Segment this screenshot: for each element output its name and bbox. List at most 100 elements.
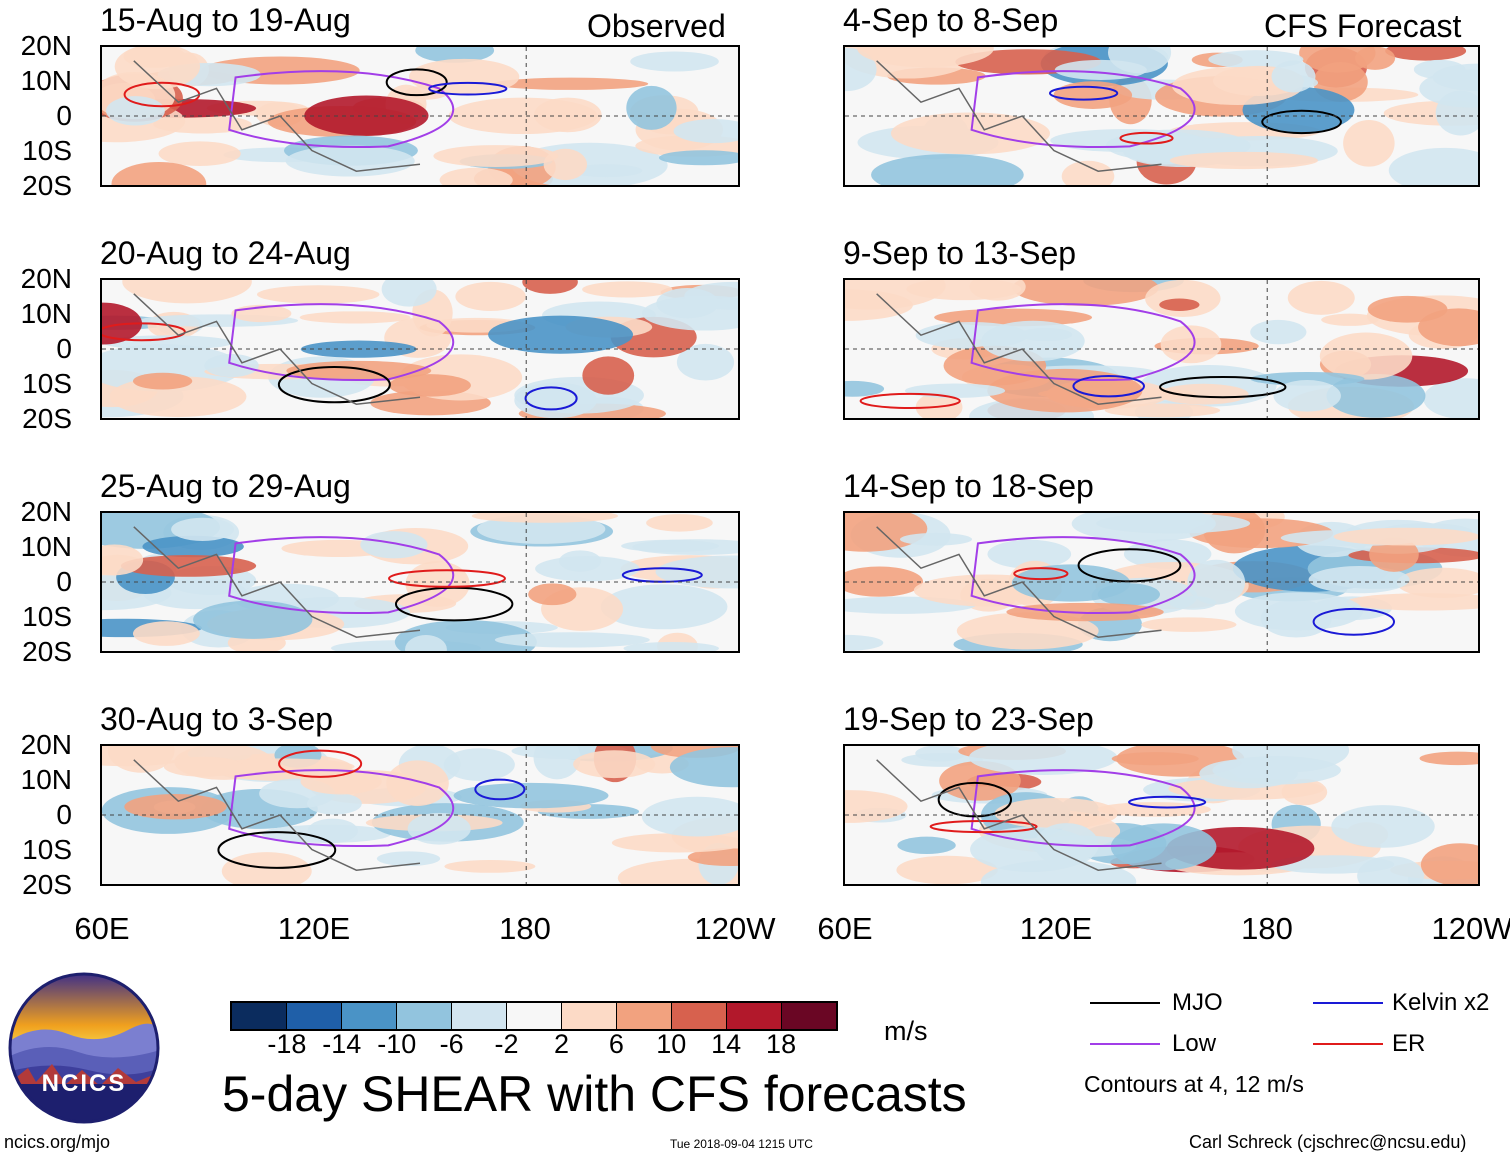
shear-anomaly-blob (514, 382, 597, 418)
lat-20s: 20S (22, 403, 72, 434)
shear-anomaly-blob (656, 287, 719, 319)
shear-anomaly-blob (120, 555, 257, 577)
logo-text: NCICS (41, 1070, 127, 1097)
legend-kelvin-line (1313, 1002, 1383, 1004)
shear-anomaly-blob (994, 797, 1119, 829)
lat-10n: 10N (20, 298, 72, 329)
shear-anomaly-blob (439, 167, 513, 185)
low-contour (228, 769, 455, 848)
colorbar-swatch (726, 1003, 781, 1029)
panel-title-7: 14-Sep to 18-Sep (843, 468, 1094, 504)
er-contour (102, 322, 186, 342)
shear-anomaly-blob (493, 77, 649, 90)
colorbar-swatch (671, 1003, 726, 1029)
colorbar-swatch (232, 1003, 286, 1029)
low-contour (970, 303, 1196, 382)
coastline (133, 60, 421, 172)
legend-note: Contours at 4, 12 m/s (1084, 1071, 1304, 1097)
shear-anomaly-blob (299, 311, 411, 324)
lat-20s: 20S (22, 869, 72, 900)
shear-anomaly-blob (934, 308, 1093, 327)
shear-anomaly-blob (408, 58, 520, 95)
shear-anomaly-blob (1321, 313, 1379, 326)
shear-anomaly-blob (1319, 332, 1413, 380)
lon-180-right: 180 (1241, 911, 1293, 946)
colorbar-swatch (396, 1003, 451, 1029)
kelvin-contour (1048, 85, 1119, 101)
map-panel-7 (843, 511, 1480, 653)
shear-anomaly-blob (142, 535, 244, 558)
shear-field (102, 746, 738, 884)
shear-anomaly-blob (1012, 280, 1159, 306)
shear-anomaly-blob (471, 513, 619, 523)
shear-anomaly-blob (987, 539, 1072, 569)
shear-anomaly-blob (102, 544, 144, 576)
footer-url[interactable]: ncics.org/mjo (4, 1132, 111, 1152)
shear-anomaly-blob (133, 372, 193, 390)
shear-anomaly-blob (1423, 378, 1478, 418)
panel-title-6: 9-Sep to 13-Sep (843, 235, 1077, 271)
shear-anomaly-blob (1273, 380, 1341, 412)
shear-anomaly-blob (111, 162, 207, 185)
shear-anomaly-blob (896, 855, 998, 884)
shear-anomaly-blob (1169, 151, 1319, 170)
shear-anomaly-blob (1369, 537, 1419, 572)
shear-anomaly-blob (630, 51, 719, 72)
shear-anomaly-blob (1145, 280, 1221, 318)
colorbar-tick-label: -18 (267, 1029, 307, 1059)
ncics-logo: NCICS (8, 972, 160, 1124)
shear-anomaly-blob (1110, 823, 1217, 871)
shear-anomaly-blob (300, 768, 382, 795)
shear-anomaly-blob (969, 280, 1026, 301)
lat-20s: 20S (22, 636, 72, 667)
shear-anomaly-blob (573, 750, 656, 779)
colorbar-swatch (506, 1003, 561, 1029)
legend-er-line (1313, 1043, 1383, 1045)
shear-anomaly-blob (1355, 47, 1396, 70)
shear-anomaly-blob (1419, 751, 1478, 766)
shear-anomaly-blob (687, 848, 738, 867)
shear-anomaly-blob (1208, 50, 1304, 69)
shear-anomaly-blob (405, 561, 470, 607)
kelvin-contour (474, 778, 526, 801)
shear-anomaly-blob (1053, 81, 1133, 109)
shear-anomaly-blob (107, 746, 175, 773)
coastline (876, 60, 1162, 172)
low-contour (970, 769, 1196, 848)
lat-0: 0 (56, 799, 72, 830)
shear-anomaly-blob (415, 47, 495, 63)
panel-title-2: 20-Aug to 24-Aug (100, 235, 351, 271)
shear-anomaly-blob (256, 285, 380, 304)
shear-anomaly-blob (106, 96, 165, 126)
lat-0: 0 (56, 333, 72, 364)
er-contour (1013, 567, 1069, 581)
mjo-contour (1077, 548, 1182, 583)
shear-anomaly-blob (845, 566, 924, 597)
shear-anomaly-blob (600, 584, 728, 630)
shear-anomaly-blob (163, 756, 244, 777)
coastline (133, 759, 421, 871)
map-panel-3 (100, 511, 740, 653)
shear-anomaly-blob (533, 746, 581, 780)
shear-anomaly-blob (1141, 617, 1237, 632)
mjo-contour (1261, 109, 1342, 135)
shear-anomaly-blob (570, 164, 643, 178)
legend-er-label: ER (1392, 1030, 1426, 1057)
lat-10s: 10S (22, 601, 72, 632)
lon-120e-right: 120E (1019, 911, 1093, 946)
colorbar-tick-label: 14 (711, 1029, 742, 1059)
lat-10s: 10S (22, 834, 72, 865)
colorbar-unit: m/s (884, 1016, 928, 1046)
panel-title-1: 15-Aug to 19-Aug (100, 2, 351, 38)
shear-anomaly-blob (673, 119, 738, 144)
shear-field (102, 513, 738, 651)
colorbar-tick-label: 18 (766, 1029, 797, 1059)
shear-anomaly-blob (1271, 60, 1316, 93)
shear-anomaly-blob (1385, 47, 1467, 61)
shear-anomaly-blob (285, 145, 415, 177)
shear-anomaly-blob (623, 642, 719, 651)
mjo-contour (217, 831, 337, 869)
shear-anomaly-blob (1097, 802, 1211, 817)
lat-20n: 20N (20, 30, 72, 61)
map-panel-1 (100, 45, 740, 187)
